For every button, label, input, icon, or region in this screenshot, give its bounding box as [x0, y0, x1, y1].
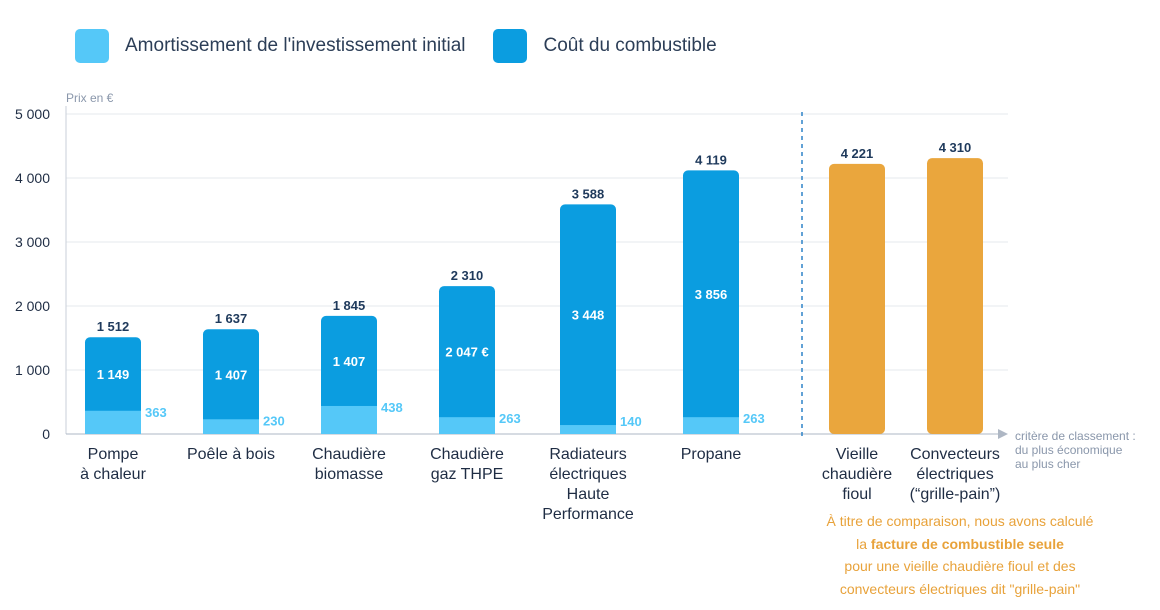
bar-comparison: [927, 158, 983, 434]
x-category-label: Vieille: [836, 446, 879, 463]
bar-investment-segment: [321, 405, 377, 434]
legend-swatch-investment: [75, 29, 109, 63]
x-axis-note-line: du plus économique: [1015, 443, 1123, 457]
bar-fuel-value-label: 3 856: [695, 287, 728, 302]
x-category-label: Poêle à bois: [187, 446, 275, 463]
x-category-label: chaudière: [822, 466, 892, 483]
legend-item-fuel: Coût du combustible: [493, 29, 717, 63]
bar-fuel-value-label: 1 407: [333, 354, 366, 369]
y-tick-label: 3 000: [15, 234, 50, 250]
x-category-label: électriques: [916, 466, 993, 483]
x-category-label: (“grille-pain”): [910, 486, 1001, 503]
y-tick-label: 5 000: [15, 106, 50, 122]
bar-fuel-segment: [203, 329, 259, 434]
bar-total-label: 1 637: [215, 311, 248, 326]
bar-fuel-segment: [321, 315, 377, 434]
bar-investment-value-label: 140: [620, 414, 642, 429]
bar-investment-segment: [203, 419, 259, 434]
note-line-1: À titre de comparaison, nous avons calcu…: [826, 513, 1094, 529]
bar-investment-segment: [683, 417, 739, 434]
bar-investment-segment: [439, 417, 495, 434]
bar-investment-segment: [560, 425, 616, 434]
y-tick-label: 1 000: [15, 362, 50, 378]
note-line-2-bold: facture de combustible seule: [870, 535, 1064, 552]
x-category-label: Haute: [567, 486, 610, 503]
y-tick-label: 0: [42, 426, 50, 442]
bar-fuel-value-label: 2 047 €: [445, 345, 488, 360]
bar-total-label: 2 310: [451, 268, 484, 283]
x-axis-note-line: au plus cher: [1015, 457, 1080, 471]
bar-fuel-value-label: 1 149: [97, 367, 130, 382]
x-category-label: Convecteurs: [910, 446, 1000, 463]
bar-investment-value-label: 263: [499, 411, 521, 426]
bar-fuel-value-label: 3 448: [572, 308, 605, 323]
legend-item-investment: Amortissement de l'investissement initia…: [75, 29, 465, 63]
x-category-label: Chaudière: [430, 446, 504, 463]
x-axis-note-line: critère de classement :: [1015, 429, 1136, 443]
y-tick-label: 2 000: [15, 298, 50, 314]
legend: Amortissement de l'investissement initia…: [75, 28, 745, 64]
bar-total-label: 4 119: [695, 152, 727, 167]
note-line-2-pre: la: [856, 535, 871, 552]
bar-investment-segment: [85, 410, 141, 434]
x-category-label: Radiateurs: [549, 446, 626, 463]
comparison-note: À titre de comparaison, nous avons calcu…: [790, 510, 1130, 600]
note-line-2: la facture de combustible seule: [790, 533, 1130, 556]
note-line-4: convecteurs électriques dit "grille-pain…: [839, 580, 1081, 597]
x-category-label: Performance: [542, 506, 634, 523]
bar-fuel-segment: [85, 337, 141, 434]
bar-comparison: [829, 163, 885, 434]
legend-label-investment: Amortissement de l'investissement initia…: [125, 35, 466, 56]
legend-label-fuel: Coût du combustible: [543, 35, 717, 56]
bar-fuel-value-label: 1 407: [215, 367, 248, 382]
x-category-label: électriques: [549, 466, 626, 483]
x-category-label: biomasse: [315, 466, 384, 483]
bar-total-label: 1 512: [97, 319, 130, 334]
y-tick-label: 4 000: [15, 170, 50, 186]
x-category-label: Propane: [681, 446, 742, 463]
note-line-3: pour une vieille chaudière fioul et des: [844, 558, 1076, 574]
x-category-label: gaz THPE: [431, 466, 504, 483]
x-category-label: Pompe: [88, 446, 139, 463]
bar-investment-value-label: 263: [743, 411, 765, 426]
legend-swatch-fuel: [493, 29, 528, 63]
bar-total-label: 4 221: [841, 146, 874, 161]
bar-fuel-segment: [683, 170, 739, 434]
bar-fuel-segment: [560, 204, 616, 434]
bar-total-label: 1 845: [333, 298, 366, 313]
bar-total-label: 4 310: [939, 140, 972, 155]
y-axis-unit-label: Prix en €: [66, 91, 114, 105]
bar-fuel-segment: [439, 286, 495, 434]
bar-investment-value-label: 363: [145, 405, 167, 420]
bar-investment-value-label: 230: [263, 413, 285, 428]
x-category-label: à chaleur: [80, 466, 146, 483]
x-axis-arrow-icon: [998, 429, 1008, 439]
x-category-label: Chaudière: [312, 446, 386, 463]
bar-investment-value-label: 438: [381, 400, 403, 415]
bar-total-label: 3 588: [572, 186, 605, 201]
x-category-label: fioul: [842, 486, 871, 503]
